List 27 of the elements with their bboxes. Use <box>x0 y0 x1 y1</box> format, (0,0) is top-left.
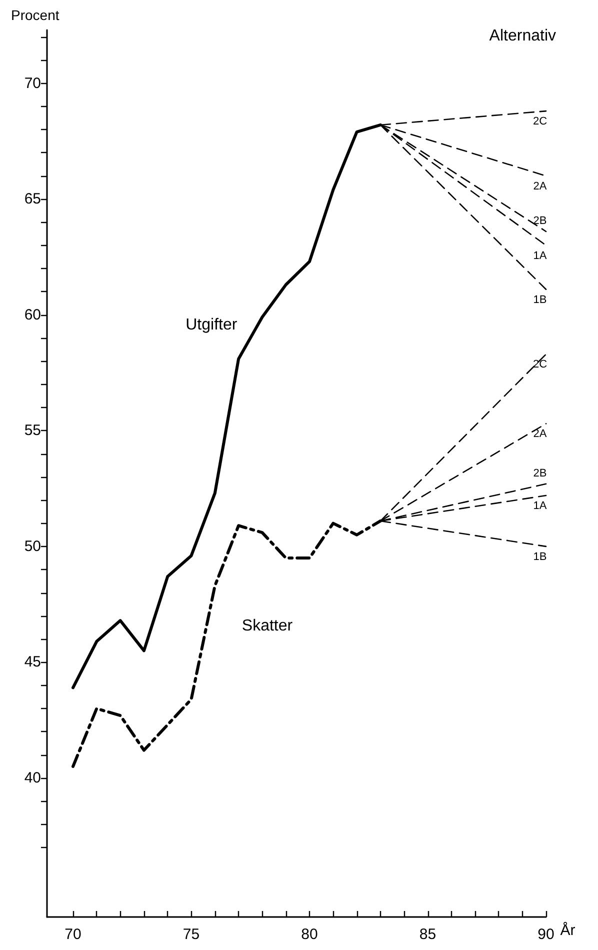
series-label: 2B <box>533 214 547 227</box>
y-tick-label: 60 <box>24 306 41 324</box>
x-tick-label: 70 <box>64 926 82 943</box>
y-tick-label: 45 <box>24 654 41 671</box>
series-label: 2C <box>532 116 548 128</box>
y-tick-label: 40 <box>24 770 41 787</box>
x-tick-label: 80 <box>301 926 318 943</box>
y-axis-title: Procent <box>11 7 60 23</box>
x-tick-label: 85 <box>419 926 436 943</box>
series-label: 1A <box>533 250 548 262</box>
y-tick-label: 50 <box>24 538 41 555</box>
series-label: 2A <box>533 428 548 440</box>
series-label: 2B <box>533 467 547 480</box>
text: Skatter <box>242 617 294 634</box>
y-tick-label: 70 <box>24 74 41 92</box>
series-label: 1B <box>533 550 547 563</box>
x-tick-label: 90 <box>538 926 554 943</box>
series-label: 1A <box>533 500 548 512</box>
series-label: Utgifter <box>186 316 238 334</box>
series-label: 2C <box>532 358 548 371</box>
series-label: 1B <box>533 294 547 306</box>
annotation: Alternativ <box>489 28 556 44</box>
x-tick-label: 75 <box>182 926 200 943</box>
series-label: 2A <box>533 180 548 192</box>
y-tick-label: 65 <box>24 190 41 208</box>
x-axis-title: År <box>560 921 576 939</box>
y-tick-label: 55 <box>24 422 41 440</box>
